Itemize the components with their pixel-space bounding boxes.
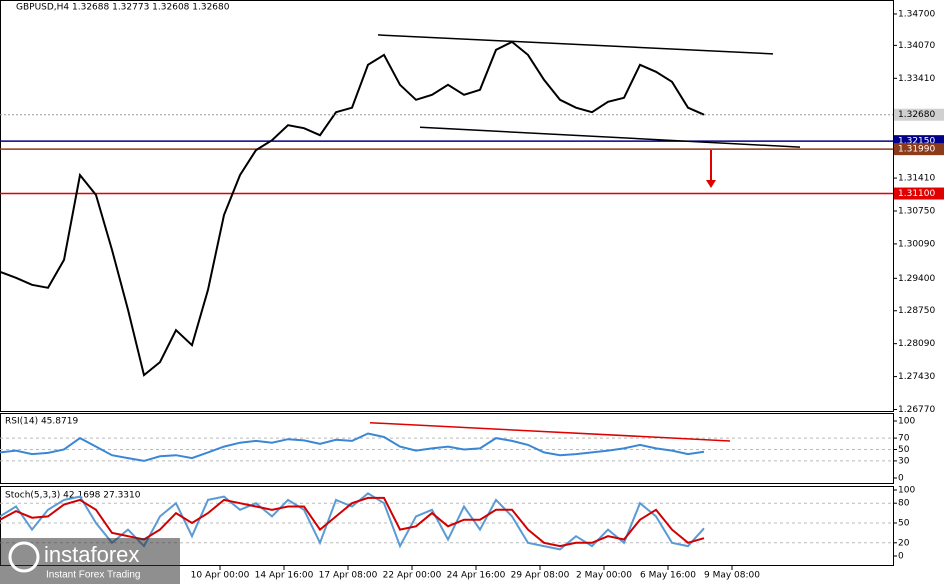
x-tick-label: 9 May 08:00 (704, 571, 760, 581)
y-tick-label: 1.26770 (898, 405, 935, 415)
x-tick-label: 14 Apr 16:00 (255, 571, 314, 581)
level-label: 1.31990 (898, 145, 935, 155)
level-label: 1.32150 (898, 137, 935, 147)
watermark-logo (8, 541, 40, 573)
level-label: 1.31100 (898, 189, 935, 199)
x-tick-label: 2 May 00:00 (576, 571, 632, 581)
y-tick-label: 30 (898, 456, 910, 466)
arrow-head (706, 180, 716, 188)
y-tick-label: 70 (898, 434, 910, 444)
stoch-frame (0, 486, 894, 566)
current-price-bg (894, 108, 944, 121)
watermark: instaforex Instant Forex Trading (0, 538, 180, 584)
trendline (419, 126, 801, 148)
x-tick-label: 29 Apr 08:00 (511, 571, 570, 581)
rsi-frame (0, 413, 894, 484)
y-tick-label: 80 (898, 499, 910, 509)
y-tick-label: 1.28750 (898, 306, 935, 316)
trendline (377, 34, 774, 55)
y-tick-label: 1.34070 (898, 41, 935, 51)
y-tick-label: 100 (898, 486, 915, 496)
y-tick-label: 0 (898, 474, 904, 484)
x-tick-label: 22 Apr 00:00 (383, 571, 442, 581)
x-tick-label: 24 Apr 16:00 (447, 571, 506, 581)
series-line (0, 432, 705, 462)
price-frame (0, 0, 894, 412)
y-tick-label: 50 (898, 519, 910, 529)
series-line (0, 40, 705, 377)
level-label-bg (894, 187, 944, 200)
x-tick-label: 17 Apr 08:00 (319, 571, 378, 581)
current-price-label: 1.32680 (898, 110, 935, 120)
price-title: GBPUSD,H4 1.32688 1.32773 1.32608 1.3268… (16, 3, 230, 13)
y-tick-label: 1.29400 (898, 274, 935, 284)
x-tick-label: 6 May 16:00 (640, 571, 696, 581)
y-tick-label: 1.28090 (898, 339, 935, 349)
level-label-bg (894, 143, 944, 156)
y-tick-label: 1.27430 (898, 372, 935, 382)
y-tick-label: 20 (898, 538, 910, 548)
y-tick-label: 1.30090 (898, 239, 935, 249)
y-tick-label: 1.31410 (898, 174, 935, 184)
trendline (369, 421, 731, 442)
y-tick-label: 50 (898, 445, 910, 455)
rsi-title: RSI(14) 45.8719 (5, 417, 78, 427)
y-tick-label: 0 (898, 552, 904, 562)
y-tick-label: 1.34700 (898, 9, 935, 19)
series-line (0, 496, 705, 548)
y-tick-label: 1.33410 (898, 74, 935, 84)
watermark-slogan: Instant Forex Trading (46, 570, 141, 581)
y-tick-label: 1.30750 (898, 206, 935, 216)
y-tick-label: 100 (898, 417, 915, 427)
watermark-brand: instaforex (44, 542, 139, 567)
stoch-title: Stoch(5,3,3) 42.1698 27.3310 (5, 491, 141, 501)
x-tick-label: 10 Apr 00:00 (191, 571, 250, 581)
